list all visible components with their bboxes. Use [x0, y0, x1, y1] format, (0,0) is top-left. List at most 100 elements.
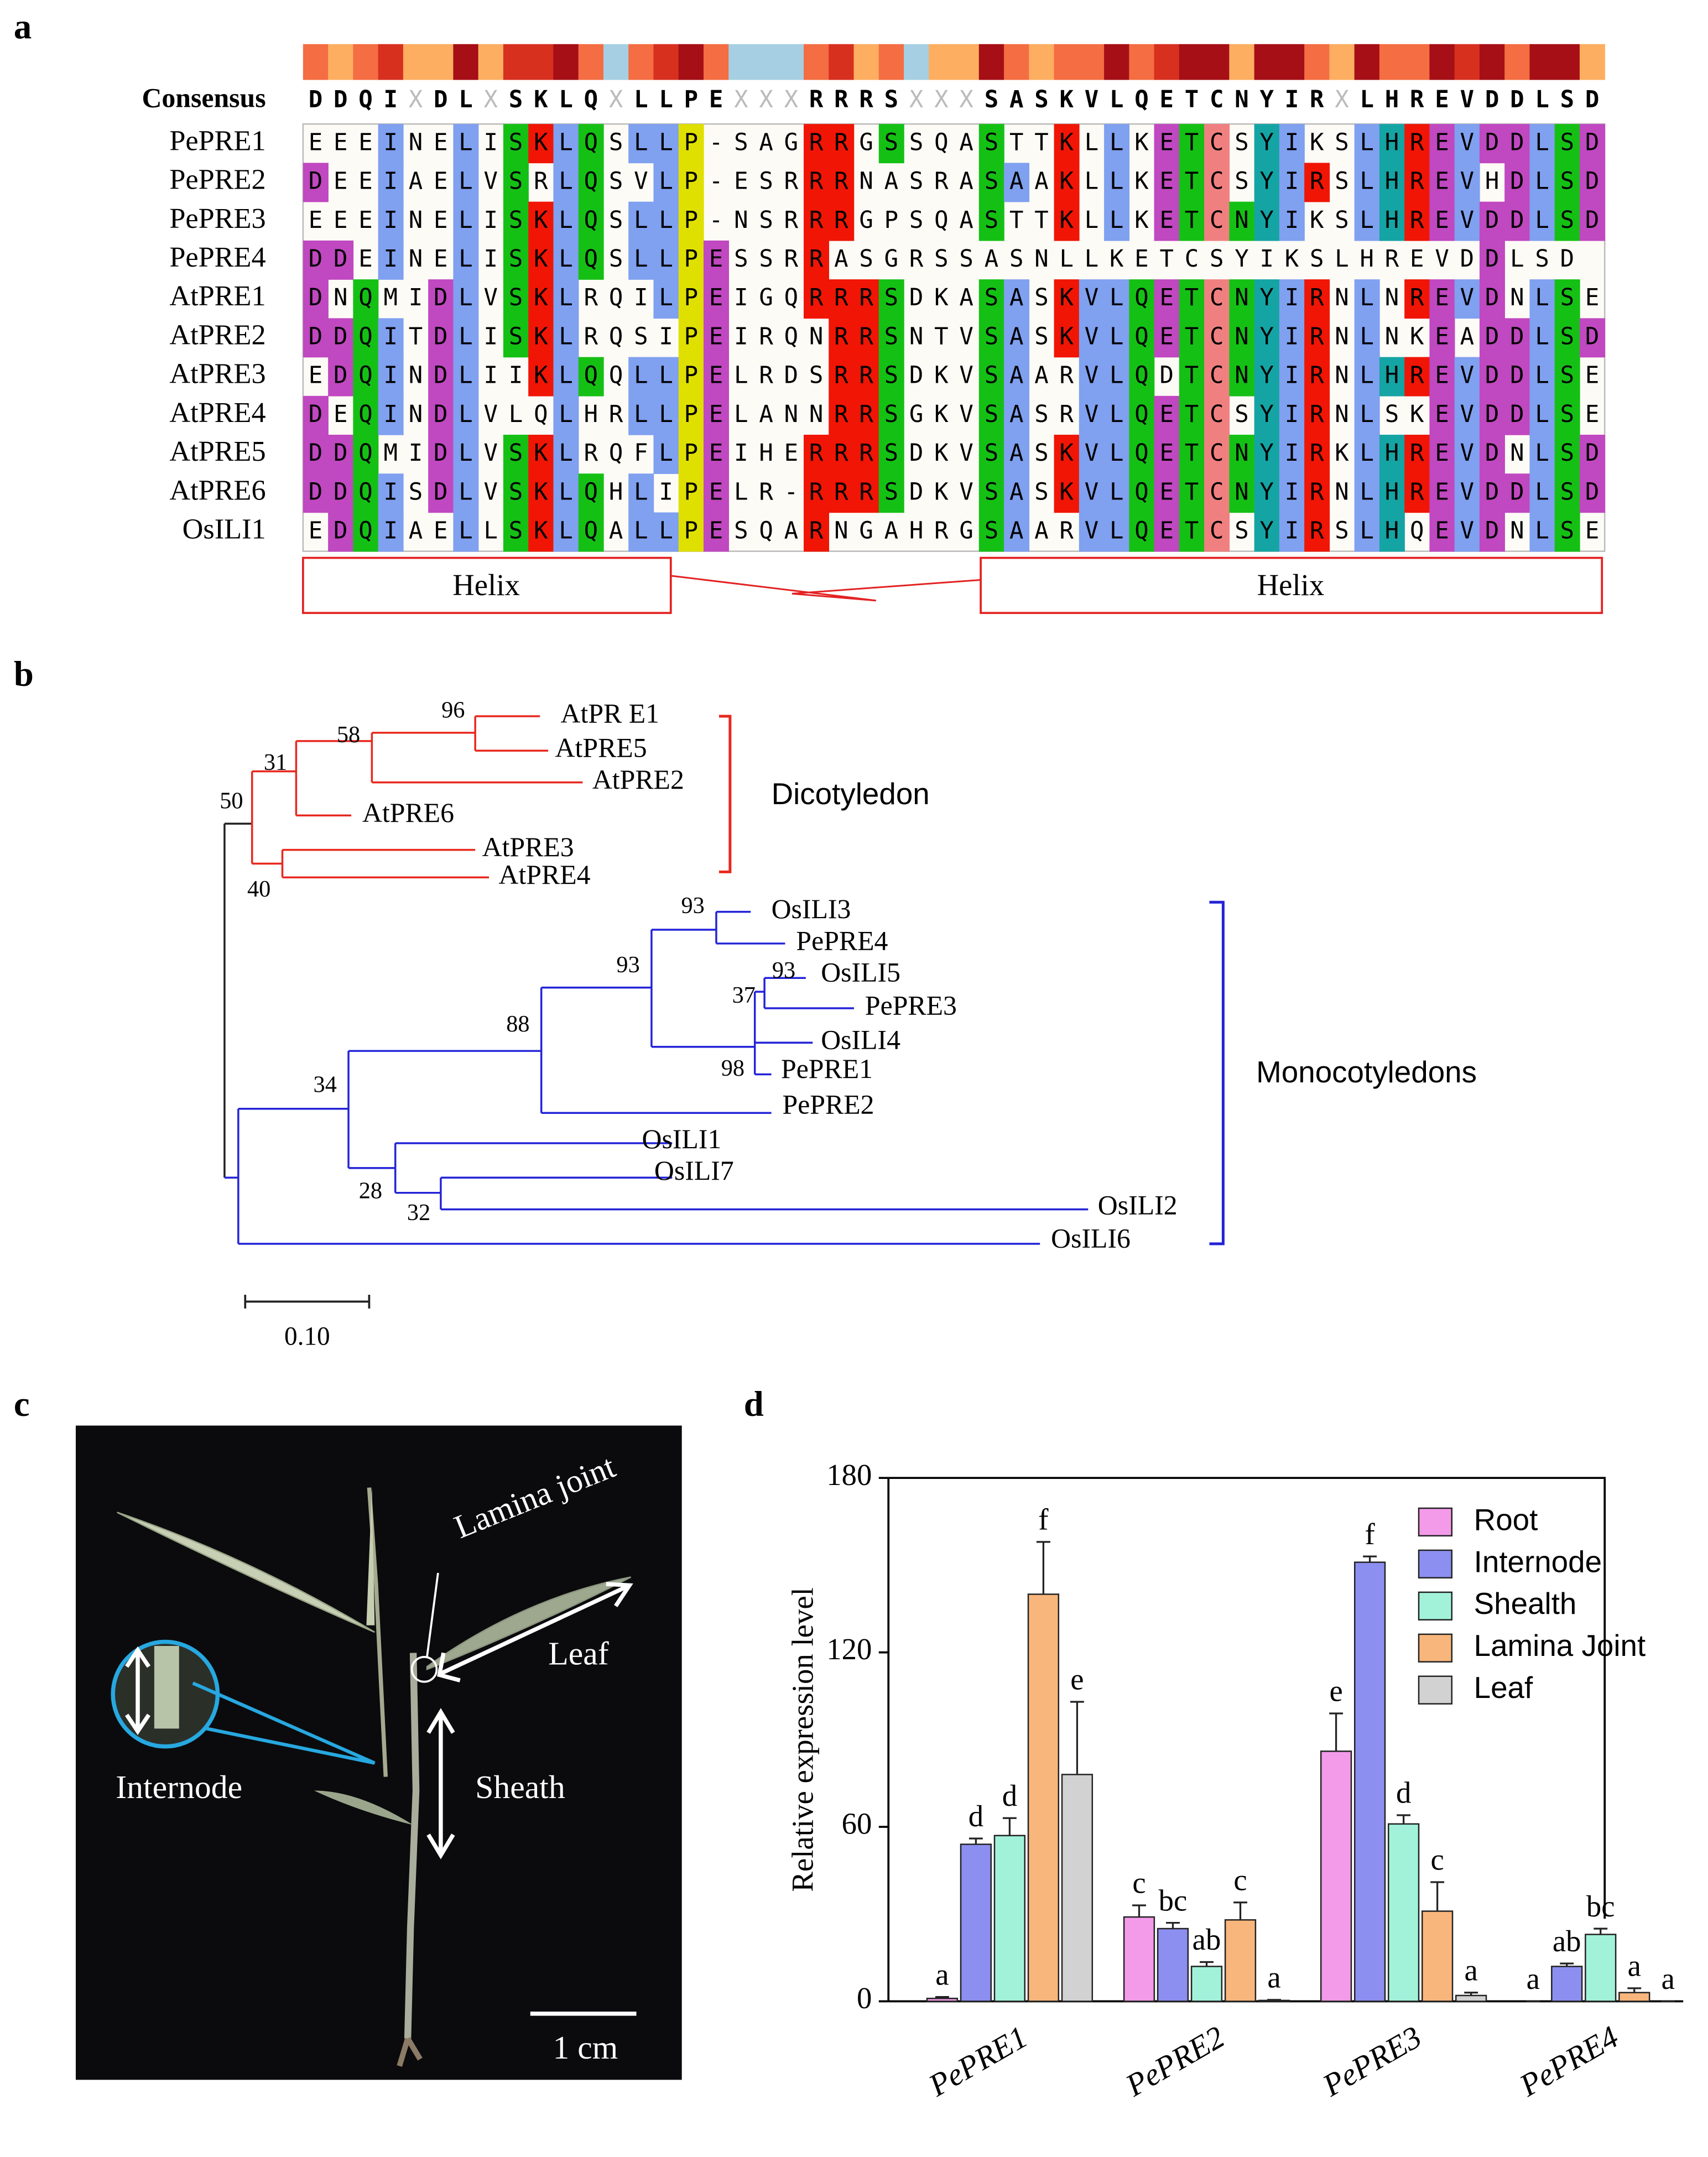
residue-cell [578, 473, 604, 513]
arrow [125, 1646, 151, 1736]
residue-cell [853, 318, 879, 358]
residue-cell [328, 357, 354, 397]
residue-cell [804, 240, 830, 280]
residue-cell [1279, 279, 1305, 319]
legend-swatch [1418, 1549, 1453, 1578]
residue-cell [703, 435, 729, 474]
residue-cell [978, 473, 1004, 513]
residue-cell [553, 357, 579, 397]
residue-cell [428, 395, 454, 435]
residue-cell [1054, 473, 1080, 513]
significance-letter: d [1396, 1776, 1411, 1810]
residue-cell [703, 357, 729, 397]
residue-cell [804, 163, 830, 202]
legend-swatch [1418, 1633, 1453, 1663]
residue-cell [453, 435, 479, 474]
legend-label: Internode [1474, 1544, 1602, 1578]
residue-cell [1229, 473, 1255, 513]
residue-cell [653, 124, 679, 164]
error-bar [1363, 1555, 1377, 1562]
residue-cell [1004, 279, 1030, 319]
residue-cell [1129, 473, 1155, 513]
residue-cell [628, 395, 654, 435]
residue-cell [1129, 279, 1155, 319]
residue-cell [678, 473, 704, 513]
residue-cell [428, 357, 454, 397]
bar [1061, 1774, 1093, 2002]
residue-cell [978, 163, 1004, 202]
conservation-cell [904, 44, 930, 80]
residue-cell [804, 124, 830, 164]
bootstrap-value: 98 [721, 1055, 744, 1081]
residue-cell [1579, 163, 1605, 202]
conservation-cell [878, 44, 904, 80]
residue-cell [1554, 512, 1580, 552]
residue-cell [553, 435, 579, 474]
residue-cell [653, 512, 679, 552]
residue-cell [1129, 435, 1155, 474]
residue-cell [1129, 357, 1155, 397]
leaf-label: AtPRE3 [482, 832, 574, 862]
residue-cell [1079, 395, 1105, 435]
residue-cell [878, 124, 904, 164]
residue-cell [303, 163, 329, 202]
conservation-cell [929, 44, 955, 80]
leaf-label: PePRE4 [796, 925, 888, 956]
conservation-cell [653, 44, 679, 80]
photo-label: Internode [116, 1769, 242, 1805]
legend-label: Leaf [1474, 1670, 1533, 1705]
conservation-cell [353, 44, 379, 80]
residue-cell [628, 240, 654, 280]
conservation-cell [728, 44, 754, 80]
residue-cell [1004, 473, 1030, 513]
residue-cell [1054, 201, 1080, 241]
residue-cell [1529, 201, 1555, 241]
residue-cell [353, 435, 379, 474]
residue-cell [829, 473, 855, 513]
bar [1618, 1992, 1650, 2002]
residue-cell [378, 124, 404, 164]
residue-cell [1479, 512, 1505, 552]
significance-letter: a [1267, 1961, 1280, 1994]
residue-cell [678, 318, 704, 358]
residue-cell [1254, 473, 1280, 513]
residue-cell [1454, 473, 1480, 513]
residue-cell [503, 240, 529, 280]
residue-cell [978, 318, 1004, 358]
residue-cell [1479, 279, 1505, 319]
residue-cell [503, 512, 529, 552]
residue-cell [1129, 512, 1155, 552]
residue-cell [1129, 318, 1155, 358]
residue-cell [453, 124, 479, 164]
panel-letter: a [14, 7, 32, 47]
legend-label: Lamina Joint [1474, 1628, 1646, 1663]
sequence-name: AtPRE4 [169, 397, 265, 429]
leaf-blade [426, 1576, 632, 1671]
conservation-cell [1329, 44, 1355, 80]
sequence-name: PePRE2 [169, 164, 265, 196]
conservation-cell [1479, 44, 1505, 80]
conservation-cell [403, 44, 429, 80]
residue-cell [829, 201, 855, 241]
residue-cell [1204, 435, 1230, 474]
leaf-label: OsILI6 [1051, 1223, 1131, 1253]
residue-cell [1579, 201, 1605, 241]
residue-cell [353, 512, 379, 552]
residue-cell [1229, 357, 1255, 397]
residue-cell [804, 201, 830, 241]
residue-cell [328, 318, 354, 358]
residue-cell [703, 512, 729, 552]
significance-letter: d [1002, 1779, 1017, 1812]
residue-cell [1304, 279, 1330, 319]
highlight-circle [410, 1656, 438, 1683]
residue-cell [1379, 201, 1405, 241]
residue-cell [1254, 279, 1280, 319]
conservation-cell [954, 44, 980, 80]
residue-cell [303, 318, 329, 358]
residue-cell [1579, 473, 1605, 513]
leaf-label: PePRE2 [783, 1090, 874, 1120]
